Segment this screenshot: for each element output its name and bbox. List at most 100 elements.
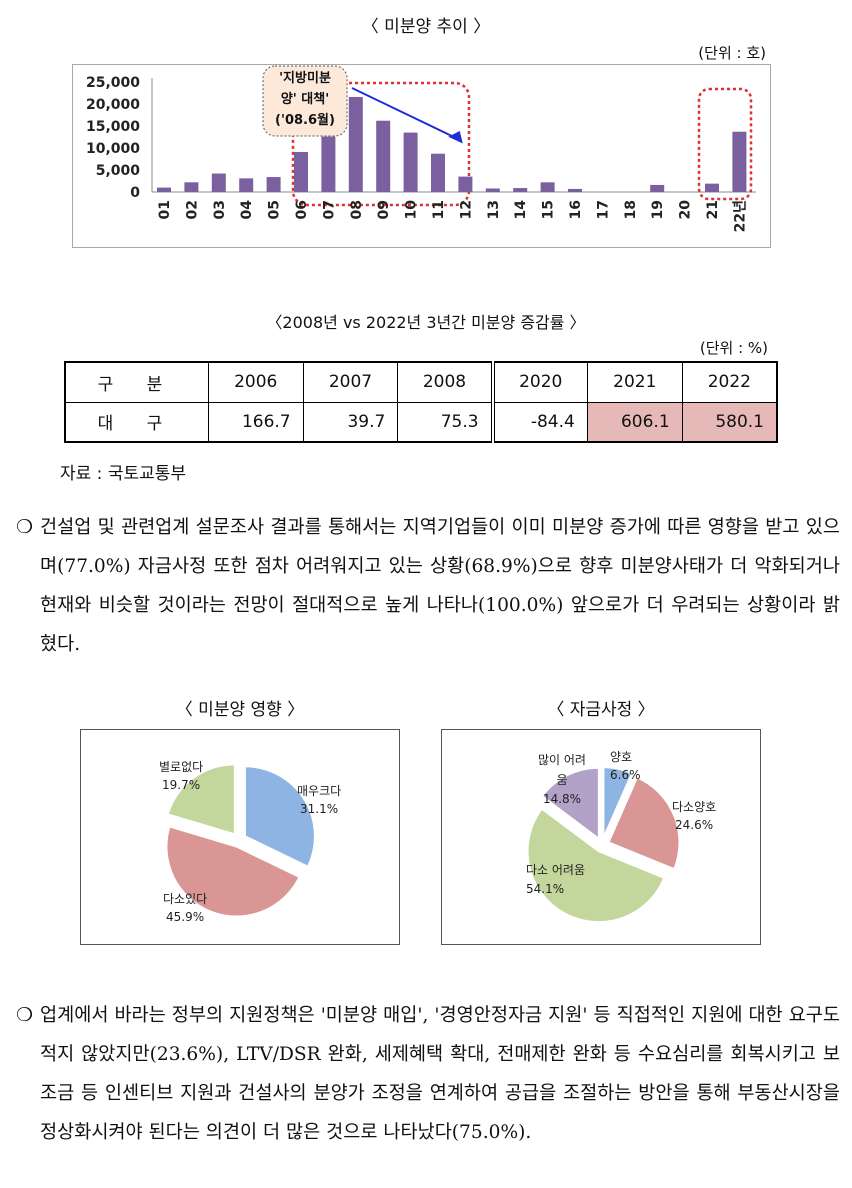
value-2020: -84.4 — [490, 401, 588, 443]
header-2022: 2022 — [681, 361, 778, 403]
pie1-title: 〈 미분양 영향 〉 — [175, 700, 305, 720]
bullet-icon: ❍ — [16, 516, 34, 538]
x-tick-label: 01 — [157, 200, 173, 219]
pie-slice — [166, 763, 236, 836]
header-label: 구 분 — [63, 361, 209, 403]
pie2-label-2-name: 다소양호 — [672, 800, 717, 814]
pie2-title: 〈 자금사정 〉 — [547, 700, 655, 720]
header-2008: 2008 — [397, 361, 494, 403]
x-tick-label: 20 — [678, 200, 694, 220]
source-note: 자료 : 국토교통부 — [60, 464, 187, 484]
pie2-label-3-name: 다소 어려움 — [526, 863, 586, 877]
pie1-label-3-name: 별로없다 — [159, 760, 204, 774]
row-label: 대 구 — [63, 401, 209, 443]
x-tick-label: 19 — [650, 200, 666, 219]
annotation-line: '지방미분 — [279, 70, 331, 86]
highlight-box-2008 — [291, 81, 471, 207]
x-tick-label: 21 — [705, 200, 721, 219]
paragraph-2: ❍ 업계에서 바라는 정부의 지원정책은 '미분양 매입', '경영안정자금 지… — [10, 996, 840, 1152]
bar-chart: 25,000 20,000 15,000 10,000 5,000 0 01 02 03 04 05… — [86, 65, 756, 232]
pie2-label-4: 많이 어려움 14.8% — [536, 750, 588, 808]
x-tick-label: 11 — [431, 200, 447, 219]
annotation-line: ('08.6월) — [275, 112, 335, 128]
y-tick-label: 20,000 — [86, 97, 140, 113]
value-2021: 606.1 — [586, 401, 683, 443]
pie1-label-2: 다소있다 45.9% — [163, 890, 207, 926]
bar-10 — [403, 132, 418, 192]
header-2020: 2020 — [490, 361, 588, 403]
annotation-line: 양' 대책' — [281, 92, 329, 107]
bar-04 — [239, 178, 254, 192]
x-tick-label: 09 — [376, 200, 392, 219]
x-tick-label: 08 — [349, 200, 365, 219]
x-tick-label: 06 — [294, 200, 310, 219]
x-tick-label: 18 — [623, 200, 639, 219]
bar-15 — [540, 182, 555, 192]
bar-14 — [513, 188, 528, 192]
y-tick-label: 25,000 — [86, 75, 140, 91]
pie2-label-3: 다소 어려움 54.1% — [526, 860, 586, 898]
highlight-box-2022 — [697, 87, 753, 201]
bar-13 — [485, 188, 500, 192]
bullet-icon: ❍ — [16, 1004, 34, 1026]
x-tick-label: 17 — [595, 200, 611, 219]
value-2006: 166.7 — [207, 401, 304, 443]
pie2-label-1: 양호 6.6% — [610, 748, 641, 784]
annotation-bubble — [262, 65, 348, 137]
value-2008: 75.3 — [397, 401, 494, 443]
y-tick-label: 10,000 — [86, 141, 140, 157]
bar-07 — [321, 136, 336, 192]
pie1-label-1: 매우크다 31.1% — [297, 782, 341, 818]
bar-19 — [650, 184, 665, 192]
paragraph-2-text: 업계에서 바라는 정부의 지원정책은 '미분양 매입', '경영안정자금 지원'… — [40, 1005, 840, 1143]
bar-06 — [294, 151, 308, 192]
paragraph-1-text: 건설업 및 관련업계 설문조사 결과를 통해서는 지역기업들이 이미 미분양 증… — [40, 517, 840, 655]
paragraph-1: ❍ 건설업 및 관련업계 설문조사 결과를 통해서는 지역기업들이 이미 미분양… — [10, 508, 840, 664]
bar-09 — [376, 120, 391, 192]
bar-chart-frame — [72, 64, 771, 248]
x-tick-label: 22년 — [732, 200, 748, 232]
table-row: 대 구 166.7 39.7 75.3 -84.4 606.1 580.1 — [63, 401, 778, 443]
pie2-label-4-pct: 14.8% — [542, 792, 582, 806]
pie2-label-1-name: 양호 — [610, 750, 633, 764]
bar-22년 — [732, 131, 747, 192]
pie1-chart — [165, 763, 316, 918]
x-tick-label: 14 — [513, 200, 529, 220]
value-2007: 39.7 — [302, 401, 399, 443]
trend-arrow-head — [448, 131, 463, 144]
header-2006: 2006 — [207, 361, 304, 403]
trend-arrow-line — [351, 87, 457, 139]
pie-slice — [540, 766, 600, 841]
bar-03 — [211, 173, 226, 192]
pie1-label-3: 별로없다 19.7% — [159, 758, 203, 794]
pie-slice — [243, 765, 316, 869]
bar-chart-unit: (단위 : 호) — [698, 44, 766, 62]
x-tick-label: 03 — [212, 200, 228, 219]
x-tick-label: 13 — [486, 200, 502, 219]
pie2-label-4-name: 많이 어려움 — [538, 753, 586, 787]
pie-slice — [526, 807, 666, 924]
pie1-label-1-name: 매우크다 — [297, 784, 342, 798]
x-tick-label: 10 — [404, 200, 420, 220]
bar-16 — [568, 188, 582, 192]
bar-01 — [157, 187, 171, 192]
pie-slice — [602, 766, 634, 839]
pie2-label-3-pct: 54.1% — [526, 882, 565, 896]
table-header-row: 구 분 2006 2007 2008 2020 2021 2022 — [63, 361, 778, 403]
pie1-label-3-pct: 19.7% — [162, 778, 201, 792]
pie2-label-2: 다소양호 24.6% — [672, 798, 716, 834]
y-tick-label: 0 — [130, 185, 140, 201]
pie-slice — [607, 776, 681, 871]
pie1-label-2-pct: 45.9% — [166, 910, 205, 924]
header-2021: 2021 — [586, 361, 683, 403]
bar-11 — [431, 153, 445, 192]
x-tick-label: 04 — [239, 200, 255, 220]
x-tick-label: 07 — [321, 200, 337, 219]
header-2007: 2007 — [302, 361, 399, 403]
rate-table: 구 분 2006 2007 2008 2020 2021 2022 대 구 16… — [63, 361, 778, 443]
bar-02 — [184, 182, 199, 192]
pie1-label-2-name: 다소있다 — [163, 892, 208, 906]
pie2-label-1-pct: 6.6% — [610, 768, 641, 782]
bar-08 — [348, 96, 363, 192]
